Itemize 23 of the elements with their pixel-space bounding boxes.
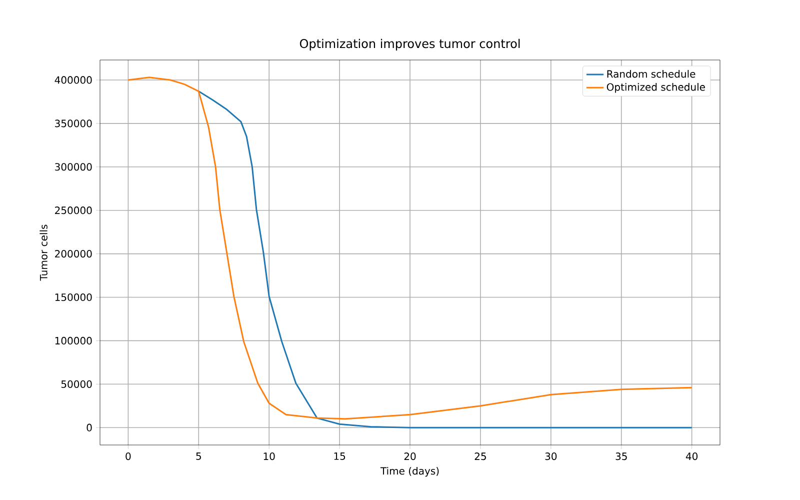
x-axis-title: Time (days) xyxy=(380,466,439,477)
x-tick-label: 0 xyxy=(126,452,131,460)
chart-title: Optimization improves tumor control xyxy=(300,38,520,50)
x-tick-label: 40 xyxy=(686,452,698,460)
y-tick-label: 100000 xyxy=(55,336,92,344)
y-tick-label: 150000 xyxy=(55,293,92,302)
legend-label: Optimized schedule xyxy=(606,83,705,93)
y-tick-label: 350000 xyxy=(55,120,92,128)
x-tick-label: 20 xyxy=(404,452,416,460)
x-tick-label: 10 xyxy=(264,452,275,460)
y-tick-label: 200000 xyxy=(55,250,92,258)
x-tick-label: 15 xyxy=(334,452,346,460)
y-tick-label: 300000 xyxy=(55,163,92,171)
x-tick-label: 30 xyxy=(545,452,557,460)
y-tick-label: 50000 xyxy=(61,380,92,388)
y-axis-title: Tumor cells xyxy=(40,224,48,281)
y-tick-label: 0 xyxy=(86,424,92,432)
x-tick-label: 35 xyxy=(616,452,627,460)
legend-label: Random schedule xyxy=(607,70,696,78)
y-tick-label: 250000 xyxy=(55,206,92,214)
x-tick-label: 5 xyxy=(196,452,201,460)
y-tick-label: 400000 xyxy=(54,76,92,84)
x-tick-label: 25 xyxy=(474,452,486,460)
